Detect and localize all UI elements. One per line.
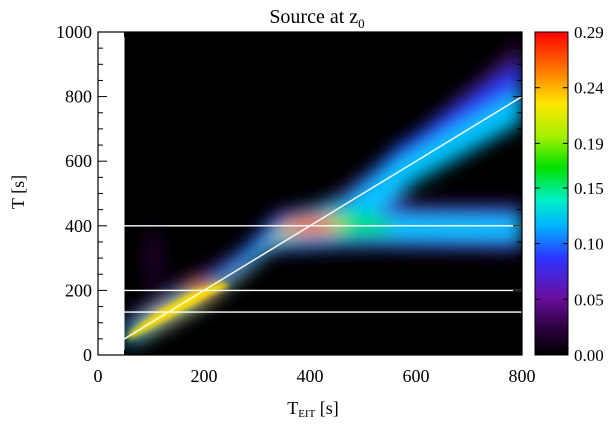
colorbar-tick-label: 0.19	[574, 134, 604, 153]
title-subscript: 0	[358, 16, 365, 31]
y-tick-label: 0	[83, 345, 92, 365]
x-tick-label: 200	[191, 366, 218, 386]
colorbar-tick-label: 0.05	[574, 290, 604, 309]
x-tick-label: 400	[297, 366, 324, 386]
colorbar-tick-label: 0.15	[574, 179, 604, 198]
x-axis-label-subscript: EIT	[298, 408, 315, 420]
x-tick-label: 800	[509, 366, 536, 386]
heat-spike	[147, 229, 161, 288]
x-tick-label: 0	[94, 366, 103, 386]
colorbar-tick-label: 0.10	[574, 235, 604, 254]
colorbar-tick-label: 0.29	[574, 23, 604, 42]
colorbar-tick-label: 0.00	[574, 346, 604, 365]
x-axis-label: TEIT [s]	[287, 398, 339, 420]
y-tick-label: 400	[65, 216, 92, 236]
colorbar-tick-label: 0.24	[574, 79, 604, 98]
heat-band-blue	[124, 64, 522, 346]
axes: 0 200 400 600 800 0 200 400 600 800 1000	[56, 22, 536, 386]
y-tick-label: 800	[65, 87, 92, 107]
colorbar	[534, 31, 569, 356]
overlay-lines	[124, 96, 522, 340]
y-tick-label: 600	[65, 151, 92, 171]
y-axis-label: T [s]	[8, 175, 28, 209]
overlay-line-diagonal-0	[124, 96, 522, 340]
chart-title: Source at z0	[269, 6, 364, 31]
x-axis-label-unit: [s]	[315, 398, 339, 418]
colorbar-ticks: 0.00 0.05 0.10 0.15 0.19 0.24 0.29	[535, 23, 604, 365]
y-tick-label: 200	[65, 280, 92, 300]
x-tick-label: 600	[403, 366, 430, 386]
y-tick-label: 1000	[56, 22, 92, 42]
